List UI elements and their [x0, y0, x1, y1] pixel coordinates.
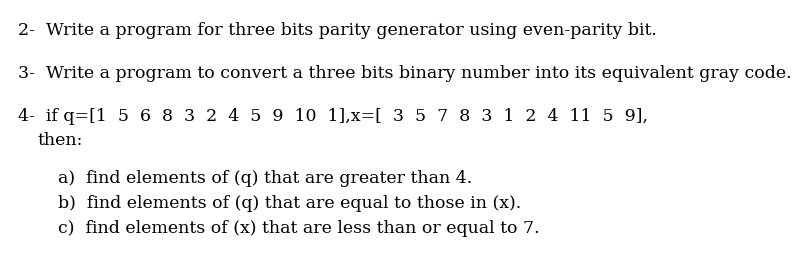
Text: then:: then: — [38, 132, 83, 149]
Text: 3-  Write a program to convert a three bits binary number into its equivalent gr: 3- Write a program to convert a three bi… — [18, 65, 792, 82]
Text: 2-  Write a program for three bits parity generator using even-parity bit.: 2- Write a program for three bits parity… — [18, 22, 657, 39]
Text: 4-  if q=[1  5  6  8  3  2  4  5  9  10  1],x=[  3  5  7  8  3  1  2  4  11  5  : 4- if q=[1 5 6 8 3 2 4 5 9 10 1],x=[ 3 5… — [18, 108, 648, 125]
Text: b)  find elements of (q) that are equal to those in (x).: b) find elements of (q) that are equal t… — [58, 195, 522, 212]
Text: a)  find elements of (q) that are greater than 4.: a) find elements of (q) that are greater… — [58, 170, 472, 187]
Text: c)  find elements of (x) that are less than or equal to 7.: c) find elements of (x) that are less th… — [58, 220, 540, 237]
